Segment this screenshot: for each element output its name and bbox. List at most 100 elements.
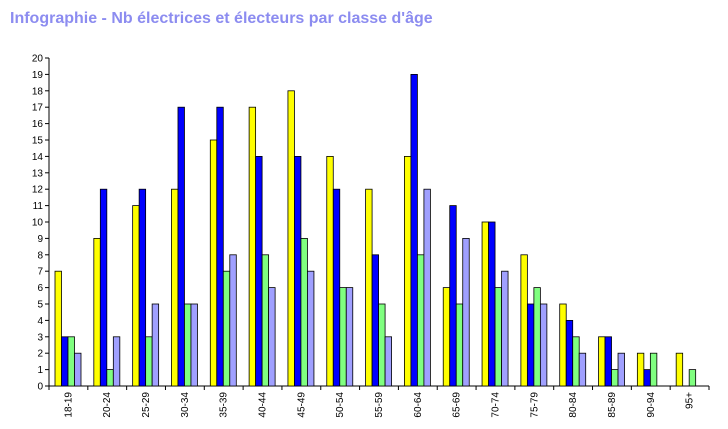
- bar: [222, 270, 231, 387]
- bar: [294, 155, 302, 387]
- y-tick-label: 7: [37, 267, 43, 278]
- y-tick-label: 3: [37, 332, 43, 343]
- bar: [404, 155, 412, 387]
- bar: [365, 188, 373, 387]
- bar: [216, 106, 224, 387]
- bar: [384, 336, 392, 387]
- x-tick-label: 85-89: [607, 392, 618, 418]
- y-tick-label: 0: [37, 382, 43, 393]
- bar: [268, 287, 276, 387]
- bar: [417, 254, 425, 387]
- bar: [572, 336, 580, 387]
- bar: [300, 237, 308, 387]
- bar: [61, 336, 69, 387]
- bar: [617, 352, 625, 387]
- bar: [449, 205, 457, 387]
- bar: [675, 352, 684, 387]
- bar: [488, 221, 496, 387]
- x-tick-label: 70-74: [490, 392, 501, 418]
- x-tick-label: 40-44: [258, 392, 269, 418]
- bar: [106, 369, 114, 387]
- x-tick-label: 20-24: [102, 392, 113, 418]
- x-tick-label: 80-84: [568, 392, 579, 418]
- x-tick-label: 65-69: [452, 392, 463, 418]
- bar: [643, 369, 651, 387]
- x-tick-label: 55-59: [374, 392, 385, 418]
- bar: [423, 188, 431, 387]
- bar: [171, 188, 179, 387]
- bar: [229, 254, 237, 387]
- y-tick-label: 10: [32, 218, 44, 229]
- bar: [190, 303, 198, 387]
- chart-title: Infographie - Nb électrices et électeurs…: [10, 10, 433, 27]
- y-tick-label: 14: [32, 152, 44, 163]
- y-tick-label: 12: [32, 185, 44, 196]
- y-tick-label: 20: [32, 54, 44, 65]
- bar: [287, 90, 295, 387]
- bar: [371, 254, 379, 387]
- bar: [255, 155, 263, 387]
- y-tick-label: 6: [37, 283, 43, 294]
- bar: [307, 270, 315, 387]
- bar: [93, 237, 101, 387]
- x-tick-label: 60-64: [413, 392, 424, 418]
- bar: [326, 155, 334, 387]
- bar: [501, 270, 509, 387]
- y-tick-label: 15: [32, 136, 44, 147]
- bar: [649, 352, 658, 387]
- bar: [345, 287, 354, 387]
- bar: [410, 74, 418, 387]
- x-tick-label: 25-29: [141, 392, 152, 418]
- bar: [145, 336, 153, 387]
- y-tick-label: 13: [32, 168, 44, 179]
- bar: [565, 319, 574, 387]
- y-tick-label: 11: [33, 201, 44, 212]
- bar: [332, 188, 341, 387]
- bar: [74, 352, 82, 387]
- y-tick-label: 19: [32, 70, 44, 81]
- bar: [67, 336, 75, 387]
- bar: [378, 303, 386, 387]
- bar: [455, 303, 464, 387]
- bar: [598, 336, 606, 387]
- y-tick-label: 5: [37, 300, 43, 311]
- bar: [177, 106, 185, 387]
- bar: [248, 106, 257, 387]
- bar: [526, 303, 535, 387]
- bar: [151, 303, 160, 387]
- bar: [604, 336, 612, 387]
- x-tick-label: 95+: [685, 392, 696, 409]
- bar: [533, 287, 541, 387]
- bar: [99, 188, 108, 387]
- x-tick-label: 30-34: [180, 392, 191, 418]
- y-tick-label: 1: [37, 365, 43, 376]
- y-tick-label: 9: [37, 234, 43, 245]
- bar: [559, 303, 567, 387]
- y-tick-label: 4: [37, 316, 43, 327]
- x-tick-label: 75-79: [529, 392, 540, 418]
- y-tick-label: 17: [32, 103, 44, 114]
- y-tick-label: 8: [37, 250, 43, 261]
- bar: [132, 205, 140, 387]
- bar: [261, 254, 270, 387]
- bar: [481, 221, 489, 387]
- x-tick-label: 35-39: [219, 392, 230, 418]
- x-tick-label: 45-49: [296, 392, 307, 418]
- y-tick-label: 2: [37, 349, 43, 360]
- x-tick-label: 50-54: [335, 392, 346, 418]
- bar: [494, 287, 502, 387]
- bar: [54, 270, 62, 387]
- bar: [636, 352, 645, 387]
- bar: [462, 237, 470, 387]
- y-tick-label: 16: [32, 119, 44, 130]
- bar: [611, 369, 619, 387]
- bar: [539, 303, 548, 387]
- bar: [138, 188, 147, 387]
- bar: [688, 369, 697, 387]
- bar: [442, 287, 451, 387]
- bar: [520, 254, 528, 387]
- x-tick-label: 18-19: [63, 392, 74, 418]
- x-tick-label: 90-94: [646, 392, 657, 418]
